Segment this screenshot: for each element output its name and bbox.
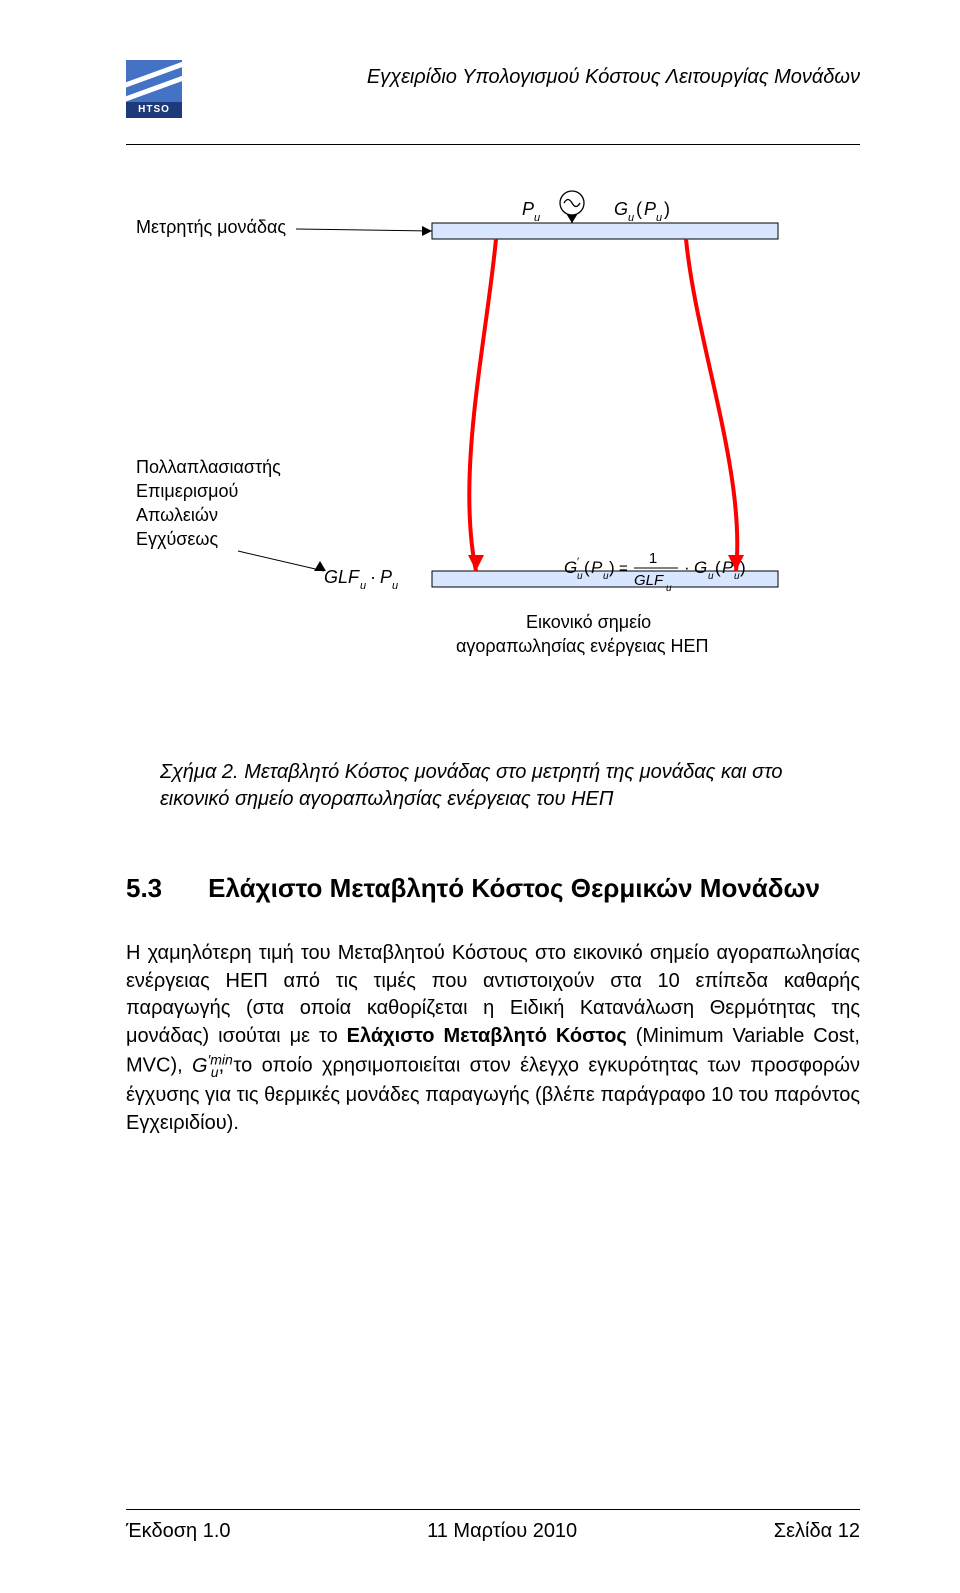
figure-caption: Σχήμα 2. Μεταβλητό Κόστος μονάδας στο με… xyxy=(160,759,840,813)
svg-text:Εγχύσεως: Εγχύσεως xyxy=(136,529,218,549)
svg-text:P: P xyxy=(644,199,656,219)
svg-text:u: u xyxy=(666,583,672,594)
svg-text:G: G xyxy=(614,199,628,219)
svg-text:·: · xyxy=(684,558,690,577)
logo: HTSO xyxy=(126,60,182,116)
footer-left: Έκδοση 1.0 xyxy=(126,1520,231,1543)
svg-text:u: u xyxy=(534,212,540,224)
svg-text:u: u xyxy=(577,571,583,582)
svg-text:u: u xyxy=(628,212,634,224)
figure-caption-lead: Σχήμα 2. xyxy=(160,761,239,783)
svg-text:P: P xyxy=(591,558,603,577)
body-seg-c: , το οποίο χρησιμοποιείται στον έλεγχο ε… xyxy=(126,1055,860,1134)
svg-text:u: u xyxy=(708,571,714,582)
svg-text:): ) xyxy=(740,558,746,577)
svg-text:(: ( xyxy=(715,558,721,577)
svg-text:′: ′ xyxy=(577,556,579,568)
svg-text:u: u xyxy=(360,580,366,592)
section-number: 5.3 xyxy=(126,873,162,904)
svg-text:G: G xyxy=(564,558,577,577)
footer-right: Σελίδα 12 xyxy=(774,1520,860,1543)
page-running-title: Εγχειρίδιο Υπολογισμού Κόστους Λειτουργί… xyxy=(196,66,860,89)
figure-diagram: P u G u ( P u ) Μετρητής μονάδας Πολλαπλ… xyxy=(126,173,860,733)
svg-text:Πολλαπλασιαστής: Πολλαπλασιαστής xyxy=(136,457,281,477)
section-heading: 5.3 Ελάχιστο Μεταβλητό Κόστος Θερμικών Μ… xyxy=(126,873,860,904)
svg-text:u: u xyxy=(392,580,398,592)
svg-text:Απωλειών: Απωλειών xyxy=(136,505,218,525)
svg-text:): ) xyxy=(664,199,670,219)
svg-text:G: G xyxy=(694,558,707,577)
svg-text:=: = xyxy=(619,560,628,577)
svg-text:): ) xyxy=(609,558,615,577)
svg-text:u: u xyxy=(656,212,662,224)
sym-sub: u xyxy=(211,1064,219,1080)
svg-text:(: ( xyxy=(636,199,642,219)
body-paragraph: Η χαμηλότερη τιμή του Μεταβλητού Κόστους… xyxy=(126,940,860,1138)
body-symbol: G′minu xyxy=(192,1055,219,1077)
header-rule xyxy=(126,144,860,145)
svg-text:GLF: GLF xyxy=(634,572,664,589)
body-bold: Ελάχιστο Μεταβλητό Κόστος xyxy=(347,1025,627,1047)
section-title: Ελάχιστο Μεταβλητό Κόστος Θερμικών Μονάδ… xyxy=(208,873,820,904)
page-footer: Έκδοση 1.0 11 Μαρτίου 2010 Σελίδα 12 xyxy=(126,1510,860,1543)
sym-main: G xyxy=(192,1055,208,1077)
svg-text:GLF: GLF xyxy=(324,567,360,587)
footer-center: 11 Μαρτίου 2010 xyxy=(427,1520,577,1543)
svg-text:·: · xyxy=(370,567,376,587)
svg-text:P: P xyxy=(722,558,734,577)
svg-text:(: ( xyxy=(584,558,590,577)
logo-text: HTSO xyxy=(126,102,182,118)
svg-text:Εικονικό σημείο: Εικονικό σημείο xyxy=(526,612,651,632)
svg-text:Επιμερισμού: Επιμερισμού xyxy=(136,481,238,501)
svg-text:P: P xyxy=(380,567,392,587)
svg-text:1: 1 xyxy=(649,550,657,567)
svg-text:αγοραπωλησίας ενέργειας ΗΕΠ: αγοραπωλησίας ενέργειας ΗΕΠ xyxy=(456,636,709,656)
svg-text:Μετρητής μονάδας: Μετρητής μονάδας xyxy=(136,217,286,237)
svg-text:P: P xyxy=(522,199,534,219)
figure-caption-text: Μεταβλητό Κόστος μονάδας στο μετρητή της… xyxy=(160,761,783,810)
